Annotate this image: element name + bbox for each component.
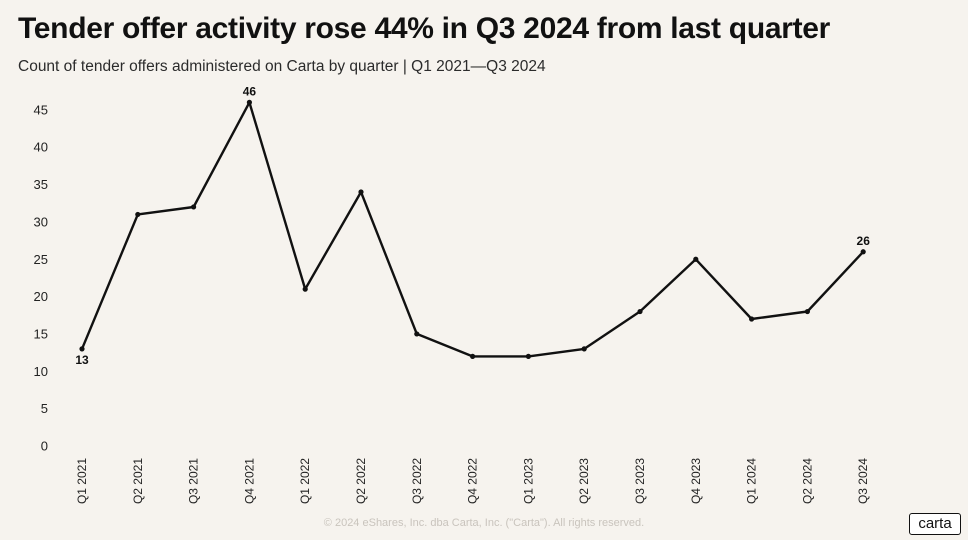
data-point bbox=[414, 331, 420, 337]
data-point bbox=[135, 211, 141, 218]
copyright-footer: © 2024 eShares, Inc. dba Carta, Inc. ("C… bbox=[323, 517, 645, 529]
data-point bbox=[860, 249, 866, 255]
data-point bbox=[358, 189, 364, 195]
x-tick-label: Q2 2024 bbox=[800, 458, 814, 504]
series-line bbox=[80, 101, 865, 358]
y-tick-label: 5 bbox=[41, 401, 48, 416]
x-tick-label: Q3 2023 bbox=[633, 458, 647, 504]
data-point bbox=[79, 346, 85, 352]
data-point bbox=[246, 99, 252, 105]
data-labels-group: 13 46 26 bbox=[75, 84, 870, 367]
x-tick-label: Q1 2021 bbox=[75, 458, 89, 504]
x-tick-label: Q2 2023 bbox=[577, 458, 591, 504]
y-tick-label: 30 bbox=[34, 214, 48, 229]
data-point bbox=[470, 353, 476, 359]
data-label: 13 bbox=[75, 353, 89, 367]
x-tick-label: Q4 2023 bbox=[689, 458, 703, 504]
y-tick-label: 15 bbox=[34, 326, 48, 341]
carta-logo: carta bbox=[909, 513, 961, 535]
x-tick-label: Q3 2022 bbox=[410, 458, 424, 504]
y-tick-label: 40 bbox=[34, 140, 48, 155]
data-point bbox=[693, 256, 699, 262]
data-point bbox=[581, 346, 587, 352]
data-point bbox=[637, 308, 643, 315]
x-tick-label: Q1 2024 bbox=[745, 458, 759, 504]
x-axis: Q1 2021 Q2 2021 Q3 2021 Q4 2021 Q1 2022 Q2 20… bbox=[75, 458, 870, 504]
y-tick-label: 45 bbox=[34, 102, 48, 117]
y-tick-label: 20 bbox=[34, 289, 48, 304]
x-tick-label: Q4 2022 bbox=[466, 458, 480, 504]
y-tick-label: 10 bbox=[34, 364, 48, 379]
data-point bbox=[525, 353, 532, 359]
x-tick-label: Q4 2021 bbox=[242, 458, 256, 504]
chart-subtitle: Count of tender offers administered on C… bbox=[18, 58, 546, 75]
x-tick-label: Q3 2021 bbox=[187, 458, 201, 504]
x-tick-label: Q2 2021 bbox=[131, 458, 145, 504]
data-point bbox=[804, 308, 811, 315]
data-point bbox=[191, 204, 197, 210]
chart-title: Tender offer activity rose 44% in Q3 202… bbox=[18, 12, 831, 45]
x-tick-label: Q3 2024 bbox=[856, 458, 870, 504]
data-label: 46 bbox=[243, 84, 257, 98]
x-tick-label: Q1 2022 bbox=[298, 458, 312, 504]
data-point bbox=[749, 316, 755, 322]
y-tick-label: 0 bbox=[41, 439, 48, 454]
y-tick-label: 25 bbox=[34, 252, 48, 267]
data-points-group bbox=[79, 99, 866, 359]
y-tick-label: 35 bbox=[34, 177, 48, 192]
x-tick-label: Q1 2023 bbox=[521, 458, 535, 504]
data-label: 26 bbox=[857, 234, 871, 248]
y-axis: 0 5 10 15 20 25 30 35 40 45 bbox=[34, 102, 48, 453]
data-point bbox=[302, 286, 308, 292]
series-line-group bbox=[80, 101, 865, 358]
x-tick-label: Q2 2022 bbox=[354, 458, 368, 504]
